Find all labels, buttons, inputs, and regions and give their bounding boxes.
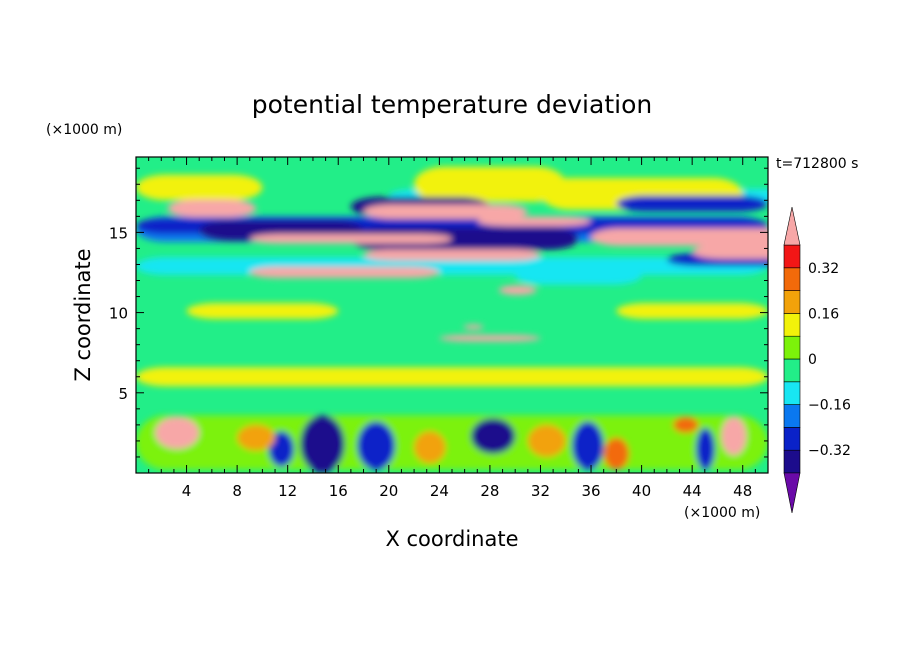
contour-feature-21 bbox=[363, 249, 541, 261]
colorbar-tick-label-2: 0 bbox=[808, 352, 817, 368]
x-tick-label-4: 20 bbox=[379, 482, 398, 500]
x-tick-label-5: 24 bbox=[430, 482, 449, 500]
contour-feature-17 bbox=[167, 199, 257, 218]
x-tick-label-1: 8 bbox=[232, 482, 242, 500]
contour-feature-11 bbox=[515, 266, 642, 285]
x-tick-label-3: 16 bbox=[329, 482, 348, 500]
contour-feature-22 bbox=[591, 228, 768, 247]
contour-feature-29 bbox=[300, 415, 345, 473]
contour-feature-20 bbox=[249, 266, 440, 279]
colorbar-bin-0 bbox=[783, 449, 801, 474]
colorbar-tick-label-3: −0.16 bbox=[808, 398, 851, 414]
contour-feature-25 bbox=[498, 285, 537, 295]
colorbar-bin-4 bbox=[783, 358, 801, 383]
y-tick-label-1: 10 bbox=[109, 305, 128, 323]
chart-title: potential temperature deviation bbox=[252, 90, 652, 119]
contour-feature-26 bbox=[439, 335, 541, 342]
contour-feature-37 bbox=[673, 416, 699, 433]
contour-feature-39 bbox=[527, 424, 566, 457]
x-unit-label: (×1000 m) bbox=[684, 505, 760, 521]
colorbar-bin-2 bbox=[783, 404, 801, 428]
x-tick-label-8: 36 bbox=[581, 482, 600, 500]
colorbar-tick-label-1: 0.16 bbox=[808, 306, 839, 322]
x-tick-label-10: 44 bbox=[683, 482, 702, 500]
y-axis-label: Z coordinate bbox=[71, 248, 95, 381]
colorbar-bin-1 bbox=[783, 427, 801, 451]
contour-feature-8 bbox=[414, 166, 566, 202]
contour-feature-31 bbox=[357, 421, 396, 470]
colorbar-tick-label-4: −0.32 bbox=[808, 443, 851, 459]
contour-feature-4 bbox=[136, 415, 768, 470]
contour-feature-24 bbox=[477, 216, 592, 226]
colorbar-bin-3 bbox=[783, 381, 801, 405]
y-tick-label-0: 5 bbox=[118, 385, 128, 403]
contour-feature-35 bbox=[721, 416, 747, 456]
x-tick-label-11: 48 bbox=[733, 482, 752, 500]
colorbar-bin-7 bbox=[783, 290, 801, 314]
contour-feature-7 bbox=[616, 302, 768, 320]
contour-feature-33 bbox=[572, 421, 604, 470]
colorbar-bin-5 bbox=[783, 335, 801, 360]
contour-feature-14 bbox=[616, 195, 768, 212]
contour-feature-10 bbox=[136, 174, 263, 201]
colorbar-lower-extension bbox=[783, 472, 801, 514]
contour-feature-30 bbox=[268, 431, 294, 467]
contour-feature-19 bbox=[249, 233, 452, 244]
colorbar-upper-extension bbox=[783, 206, 801, 246]
contour-feature-27 bbox=[463, 324, 484, 330]
colorbar: 0.32 0.16 0 −0.16 −0.32 bbox=[783, 206, 851, 514]
contour-feature-38 bbox=[237, 424, 276, 451]
colorbar-bin-9 bbox=[783, 244, 801, 269]
colorbar-bin-6 bbox=[783, 313, 801, 337]
contour-feature-18 bbox=[363, 204, 528, 219]
x-tick-label-2: 12 bbox=[278, 482, 297, 500]
contour-field bbox=[136, 166, 768, 473]
contour-feature-6 bbox=[186, 302, 339, 320]
x-tick-label-6: 28 bbox=[480, 482, 499, 500]
x-tick-label-7: 32 bbox=[531, 482, 550, 500]
x-tick-label-0: 4 bbox=[182, 482, 192, 500]
contour-feature-40 bbox=[414, 431, 446, 464]
colorbar-tick-label-0: 0.32 bbox=[808, 261, 839, 277]
plot-area bbox=[136, 157, 768, 473]
contour-feature-36 bbox=[695, 428, 715, 470]
contour-feature-13 bbox=[350, 227, 579, 251]
contour-feature-34 bbox=[603, 437, 629, 470]
x-axis-label: X coordinate bbox=[385, 527, 518, 551]
contour-feature-5 bbox=[136, 367, 768, 387]
contour-feature-23 bbox=[692, 244, 768, 259]
contour-feature-28 bbox=[154, 416, 200, 449]
time-label: t=712800 s bbox=[776, 156, 858, 172]
y-unit-label: (×1000 m) bbox=[46, 122, 122, 138]
contour-feature-32 bbox=[470, 418, 516, 454]
colorbar-bin-8 bbox=[783, 267, 801, 291]
y-tick-label-2: 15 bbox=[109, 224, 128, 242]
x-tick-label-9: 40 bbox=[632, 482, 651, 500]
